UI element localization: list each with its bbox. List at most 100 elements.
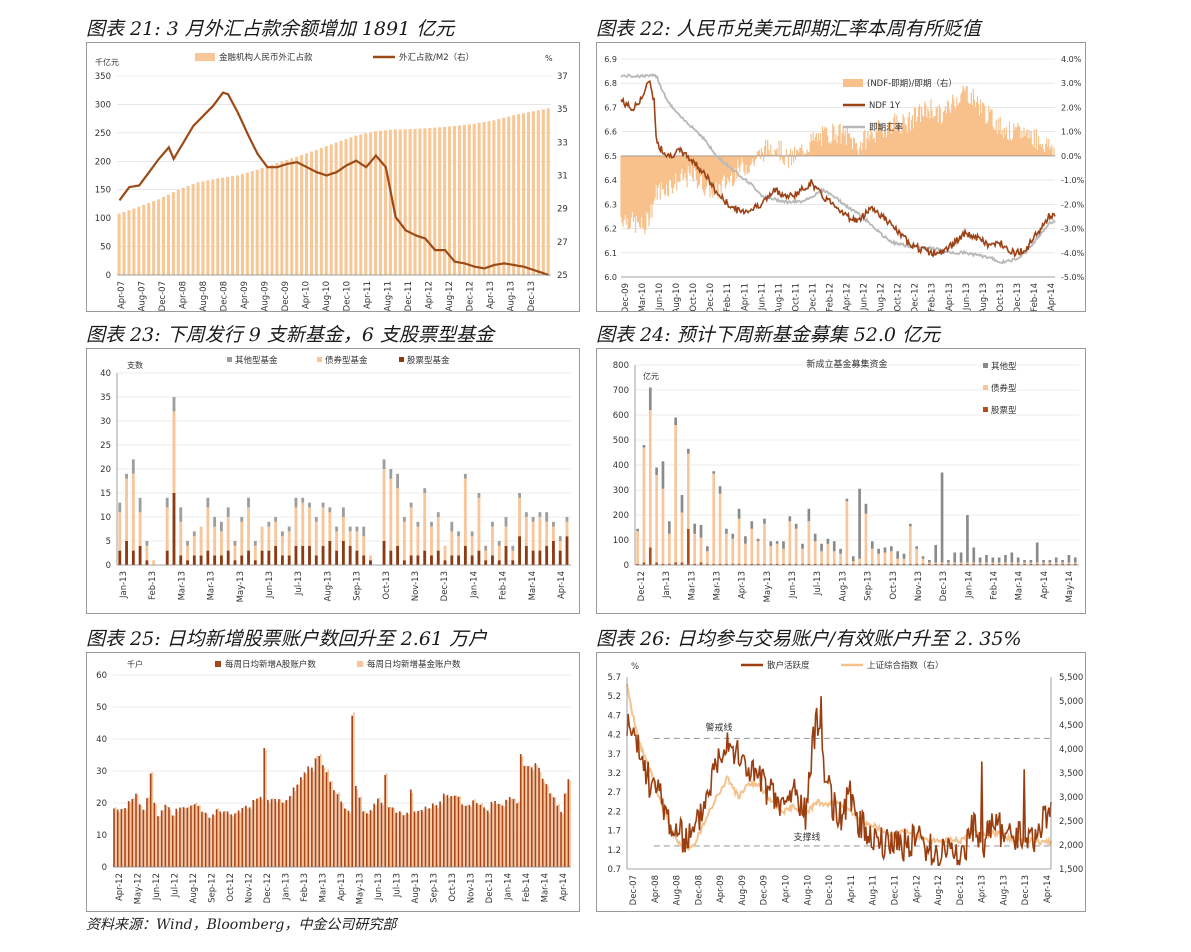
chart-frame-25: 0 10 20 30 40 50 60 Apr-12 May-12 Jun-12 Jul-12 Aug… bbox=[86, 652, 580, 912]
bar-bond bbox=[820, 551, 823, 564]
bar-stock bbox=[1073, 563, 1077, 565]
bar-a-share-accounts bbox=[138, 804, 141, 867]
bar-stock bbox=[883, 563, 887, 565]
bar-fund-accounts bbox=[382, 805, 384, 867]
bar-fund-accounts bbox=[514, 798, 516, 867]
x-tick-label: Aug-12 bbox=[445, 281, 455, 311]
bar-stock bbox=[763, 563, 766, 565]
y-tick-label: 6.6 bbox=[604, 128, 617, 137]
bar-a-share-accounts bbox=[428, 808, 430, 867]
x-tick-label: Jun-11 bbox=[757, 283, 767, 311]
bar-bond bbox=[443, 545, 447, 561]
bar-bond bbox=[693, 533, 697, 564]
bar-a-share-accounts bbox=[164, 804, 167, 867]
bar-fund-accounts bbox=[327, 769, 329, 867]
x-tick-label: Jan-14 bbox=[469, 571, 479, 599]
bar-a-share-accounts bbox=[278, 799, 280, 867]
bar-stock bbox=[788, 563, 792, 565]
y2-tick-label: 5,000 bbox=[1059, 697, 1083, 707]
bar-bond bbox=[712, 473, 716, 564]
y-tick-label: 250 bbox=[95, 129, 111, 139]
y-tick-label: 700 bbox=[613, 386, 629, 396]
bar-stock bbox=[199, 555, 203, 565]
bar-bond bbox=[667, 533, 671, 564]
bar-other bbox=[769, 541, 773, 547]
bar-stock bbox=[807, 563, 811, 565]
bar-fx-loans bbox=[250, 171, 254, 275]
bar-stock bbox=[457, 555, 461, 565]
bar-bond bbox=[1004, 562, 1007, 564]
bar-fund-accounts bbox=[309, 769, 311, 867]
x-tick-label: Sep-12 bbox=[208, 873, 218, 903]
bar-stock bbox=[870, 563, 874, 565]
bar-bond bbox=[699, 537, 703, 563]
bar-stock bbox=[226, 550, 230, 565]
bar-bond bbox=[436, 517, 440, 551]
bar-fx-loans bbox=[226, 176, 230, 275]
bar-fund-accounts bbox=[191, 805, 194, 867]
bar-fund-accounts bbox=[129, 802, 132, 867]
bar-other bbox=[131, 459, 135, 474]
x-tick-label: Aug-11 bbox=[774, 283, 784, 311]
bar-fund-accounts bbox=[147, 797, 150, 867]
x-tick-label: Mar-14 bbox=[528, 571, 538, 600]
bar-stock bbox=[179, 555, 183, 565]
bar-bond bbox=[1054, 562, 1058, 564]
bar-other bbox=[832, 541, 836, 552]
bar-other bbox=[321, 502, 325, 508]
bar-fund-accounts bbox=[345, 808, 348, 867]
bar-bond bbox=[389, 478, 393, 551]
bar-fx-loans bbox=[374, 131, 378, 275]
x-tick-label: Aug-13 bbox=[979, 283, 989, 311]
bar-stock bbox=[470, 555, 474, 565]
bar-stock bbox=[267, 550, 271, 565]
bar-fund-accounts bbox=[301, 779, 304, 867]
x-tick-label: Dec-07 bbox=[629, 875, 639, 905]
bar-stock bbox=[301, 545, 305, 565]
bar-other bbox=[396, 473, 400, 489]
bar-other bbox=[463, 473, 467, 479]
x-tick-label: Dec-13 bbox=[1021, 875, 1031, 905]
bar-fund-accounts bbox=[477, 804, 480, 867]
bar-fund-accounts bbox=[246, 808, 249, 867]
bar-bond bbox=[545, 521, 549, 546]
bar-stock bbox=[253, 560, 257, 565]
bar-fx-loans bbox=[492, 120, 496, 275]
bar-fx-loans bbox=[536, 110, 540, 276]
bar-fund-accounts bbox=[426, 808, 428, 867]
bar-fx-loans bbox=[502, 117, 506, 275]
bar-fund-accounts bbox=[257, 798, 260, 867]
bar-stock bbox=[794, 563, 798, 565]
bar-bond bbox=[152, 560, 156, 565]
bar-bond bbox=[531, 521, 535, 551]
bar-other bbox=[991, 557, 995, 563]
bar-other bbox=[186, 541, 189, 546]
chart-title-25: 图表 25: 日均新增股票账户数回升至 2.61 万户 bbox=[86, 628, 488, 650]
bar-stock bbox=[240, 555, 244, 565]
bar-bond bbox=[524, 517, 528, 546]
bar-fund-accounts bbox=[433, 805, 436, 867]
x-tick-label: Dec-12 bbox=[466, 281, 476, 311]
bar-a-share-accounts bbox=[212, 814, 214, 867]
legend-label: 每周日均新增A股账户数 bbox=[225, 659, 316, 670]
bar-fund-accounts bbox=[393, 807, 395, 867]
bar-bond bbox=[558, 541, 562, 551]
bar-fx-loans bbox=[388, 129, 392, 275]
bar-a-share-accounts bbox=[322, 765, 324, 867]
bar-fund-accounts bbox=[173, 816, 176, 867]
bar-bond bbox=[280, 536, 284, 556]
x-tick-label: Apr-07 bbox=[117, 281, 127, 309]
y2-tick-label: -1.0% bbox=[1061, 176, 1085, 185]
y2-tick-label: -5.0% bbox=[1061, 273, 1085, 282]
bar-other bbox=[648, 387, 652, 410]
bar-stock bbox=[889, 563, 893, 565]
y2-tick-label: 5,500 bbox=[1059, 673, 1083, 683]
bar-other bbox=[667, 521, 671, 534]
bar-stock bbox=[902, 563, 906, 565]
chart-title-22: 图表 22: 人民币兑美元即期汇率本周有所贬值 bbox=[596, 18, 981, 40]
bar-a-share-accounts bbox=[545, 784, 548, 867]
bar-a-share-accounts bbox=[252, 799, 255, 867]
x-tick-label: May-13 bbox=[763, 571, 773, 602]
bar-bond bbox=[145, 545, 149, 561]
bar-other bbox=[870, 541, 874, 549]
